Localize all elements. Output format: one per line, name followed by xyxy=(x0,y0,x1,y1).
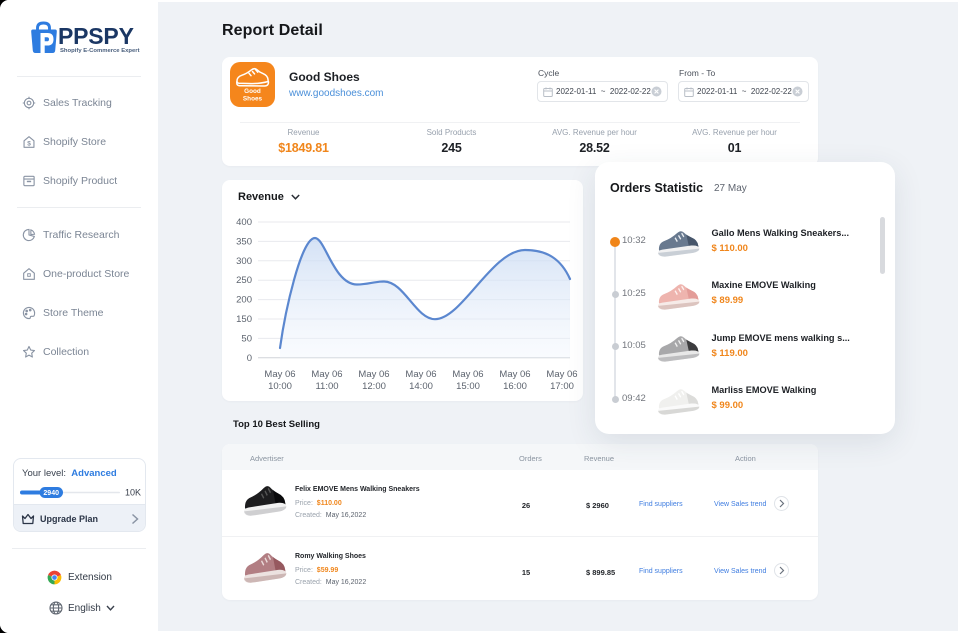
svg-text:May 06: May 06 xyxy=(311,369,342,380)
svg-text:150: 150 xyxy=(236,314,252,325)
svg-text:400: 400 xyxy=(236,217,252,228)
svg-text:50: 50 xyxy=(241,333,252,344)
svg-text:12:00: 12:00 xyxy=(362,381,386,392)
svg-text:May 06: May 06 xyxy=(452,369,483,380)
svg-text:250: 250 xyxy=(236,275,252,286)
svg-text:May 06: May 06 xyxy=(358,369,389,380)
svg-text:May 06: May 06 xyxy=(405,369,436,380)
svg-text:200: 200 xyxy=(236,295,252,306)
svg-text:10K: 10K xyxy=(125,488,141,498)
svg-text:May 06: May 06 xyxy=(546,369,577,380)
svg-text:Good: Good xyxy=(244,88,261,95)
svg-text:15:00: 15:00 xyxy=(456,381,480,392)
svg-text:May 06: May 06 xyxy=(264,369,295,380)
svg-text:17:00: 17:00 xyxy=(550,381,574,392)
svg-text:350: 350 xyxy=(236,236,252,247)
svg-text:16:00: 16:00 xyxy=(503,381,527,392)
svg-text:14:00: 14:00 xyxy=(409,381,433,392)
svg-text:11:00: 11:00 xyxy=(315,381,338,392)
svg-text:$: $ xyxy=(27,140,31,147)
svg-text:Shoes: Shoes xyxy=(243,96,263,103)
svg-text:May 06: May 06 xyxy=(499,369,530,380)
svg-text:2940: 2940 xyxy=(43,490,59,497)
svg-text:300: 300 xyxy=(236,256,252,267)
svg-text:10:00: 10:00 xyxy=(268,381,292,392)
svg-text:0: 0 xyxy=(247,353,252,364)
